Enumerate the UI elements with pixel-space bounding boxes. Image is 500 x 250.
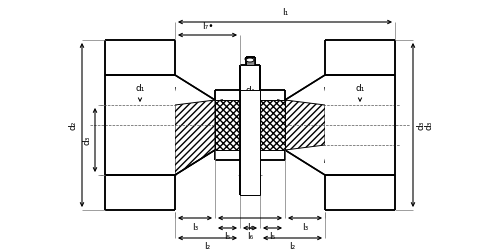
Ellipse shape [246,58,254,62]
Text: l₃: l₃ [192,223,198,232]
Text: l₂: l₂ [204,242,210,250]
Text: l₅: l₅ [224,232,230,241]
Polygon shape [285,150,395,210]
Text: l₆: l₆ [247,232,253,241]
Text: l₇•: l₇• [202,22,213,31]
Text: l₅: l₅ [270,232,276,241]
Text: d₄: d₄ [246,86,254,95]
Bar [246,57,254,65]
Text: d₃: d₃ [424,120,433,130]
Text: d₃: d₃ [83,135,92,145]
Polygon shape [175,100,215,175]
Text: l₃: l₃ [302,223,308,232]
Polygon shape [285,40,395,100]
Text: l₂: l₂ [290,242,296,250]
Polygon shape [175,150,215,210]
Text: d₁: d₁ [136,84,144,93]
Text: l₁: l₁ [282,8,288,17]
Text: d₁: d₁ [356,84,364,93]
Text: d₃: d₃ [417,120,426,130]
Polygon shape [215,100,285,150]
Bar [240,90,260,195]
Text: d₂: d₂ [69,120,78,130]
Polygon shape [105,75,175,175]
Polygon shape [175,40,215,100]
Text: l₄: l₄ [247,223,253,232]
Polygon shape [325,75,395,175]
Polygon shape [285,100,325,150]
Bar [246,57,254,65]
